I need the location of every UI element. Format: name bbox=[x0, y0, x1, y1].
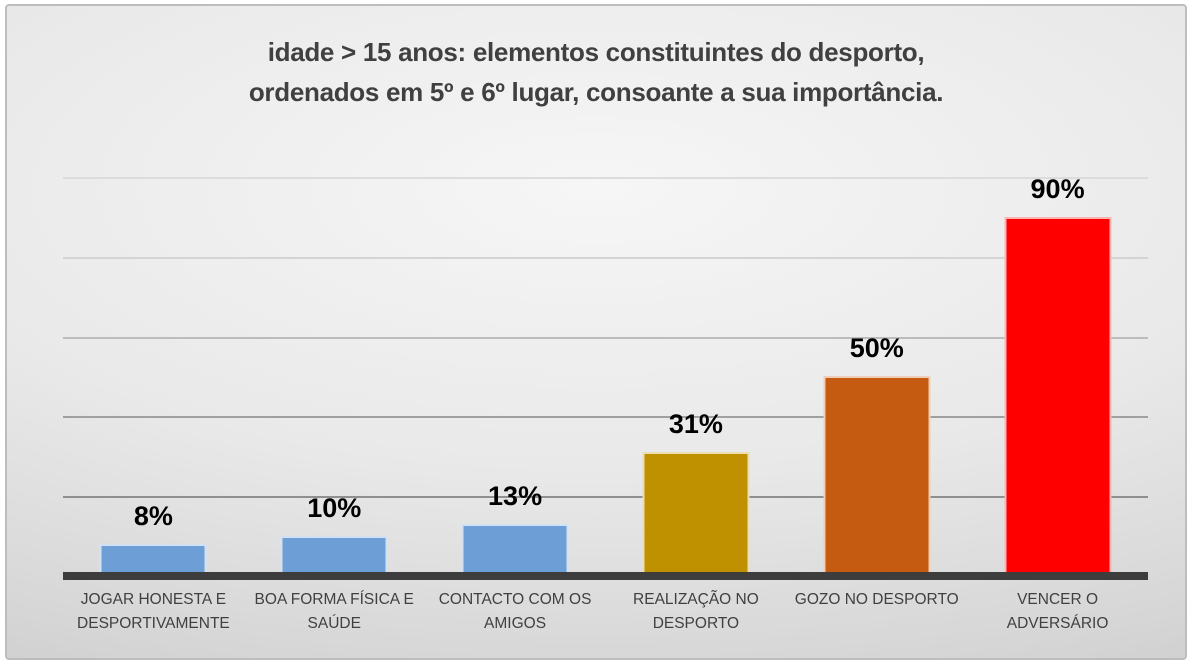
chart-title: idade > 15 anos: elementos constituintes… bbox=[7, 32, 1185, 112]
chart-title-line-1: idade > 15 anos: elementos constituintes… bbox=[267, 37, 925, 67]
category-label-3: CONTACTO COM OS AMIGOS bbox=[425, 588, 606, 636]
bar-slot-6: 90% bbox=[967, 174, 1148, 576]
gridline-60pct bbox=[63, 336, 1148, 339]
category-label-1: JOGAR HONESTA E DESPORTIVAMENTE bbox=[63, 588, 244, 636]
category-axis-labels: JOGAR HONESTA E DESPORTIVAMENTE BOA FORMA… bbox=[63, 588, 1148, 648]
chart-title-line-2: ordenados em 5º e 6º lugar, consoante a … bbox=[248, 77, 944, 107]
chart-canvas: idade > 15 anos: elementos constituintes… bbox=[5, 4, 1187, 660]
bar-1 bbox=[99, 544, 207, 576]
bar-2 bbox=[280, 536, 388, 576]
category-label-text: BOA FORMA FÍSICA E SAÚDE bbox=[254, 591, 414, 632]
category-label-4: REALIZAÇÃO NO DESPORTO bbox=[606, 588, 787, 636]
bar-slot-5: 50% bbox=[786, 177, 967, 576]
bar-slot-3: 13% bbox=[425, 177, 606, 576]
gridline-100pct bbox=[63, 177, 1148, 179]
bar-slot-1: 8% bbox=[63, 177, 244, 576]
value-label-5: 50% bbox=[849, 333, 904, 363]
bar-slot-2: 10% bbox=[244, 177, 425, 576]
category-label-text: GOZO NO DESPORTO bbox=[794, 591, 959, 608]
category-label-text: JOGAR HONESTA E DESPORTIVAMENTE bbox=[77, 591, 230, 632]
value-label-2: 10% bbox=[307, 493, 362, 523]
category-label-5: GOZO NO DESPORTO bbox=[786, 588, 967, 612]
bar-3 bbox=[461, 524, 569, 576]
value-label-4: 31% bbox=[668, 409, 723, 439]
bar-6 bbox=[1004, 217, 1112, 576]
value-label-6: 90% bbox=[1030, 174, 1085, 204]
bar-slot-4: 31% bbox=[606, 177, 787, 576]
category-label-2: BOA FORMA FÍSICA E SAÚDE bbox=[244, 588, 425, 636]
bar-4 bbox=[642, 452, 750, 576]
value-label-1: 8% bbox=[133, 501, 173, 531]
category-label-text: CONTACTO COM OS AMIGOS bbox=[438, 591, 592, 632]
gridline-40pct bbox=[63, 416, 1148, 419]
x-axis-line bbox=[63, 572, 1148, 580]
gridline-20pct bbox=[63, 496, 1148, 499]
value-label-3: 13% bbox=[488, 481, 543, 511]
category-label-text: VENCER O ADVERSÁRIO bbox=[1006, 591, 1109, 632]
bar-5 bbox=[823, 376, 931, 576]
gridline-80pct bbox=[63, 256, 1148, 259]
plot-area: 8% 10% 13% 31% 50% 90% bbox=[63, 174, 1148, 580]
category-label-6: VENCER O ADVERSÁRIO bbox=[967, 588, 1148, 636]
category-label-text: REALIZAÇÃO NO DESPORTO bbox=[633, 591, 759, 632]
